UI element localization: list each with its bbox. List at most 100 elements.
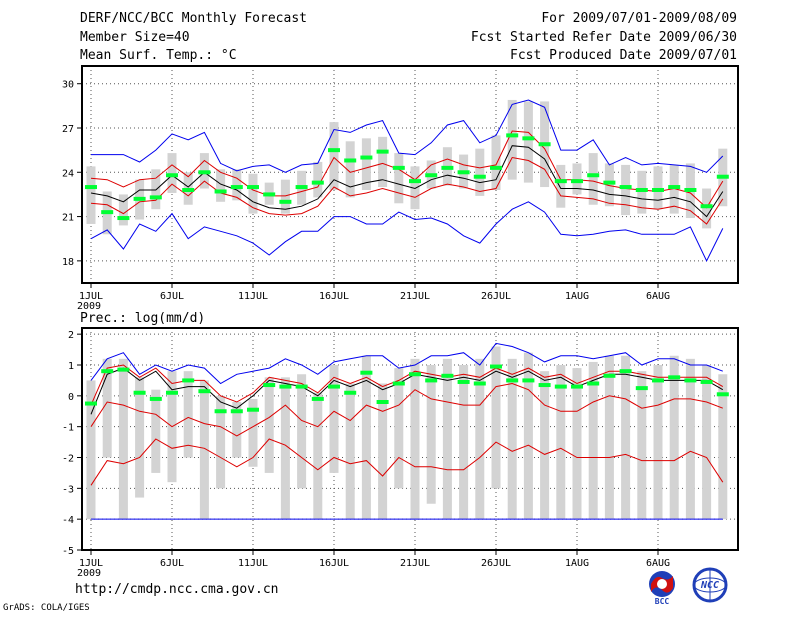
mean-marker (635, 386, 648, 391)
box-bar (588, 153, 598, 205)
box-bar (297, 374, 307, 489)
mean-marker (214, 409, 227, 414)
x-tick-label: 1AUG (565, 558, 589, 569)
mean-marker (360, 155, 373, 160)
forecast-start-date: Fcst Started Refer Date 2009/06/30 (470, 30, 737, 45)
x-tick-label: 16JUL (319, 558, 349, 569)
box-bar (248, 173, 258, 214)
mean-marker (376, 149, 389, 154)
box-bar (167, 153, 177, 193)
mean-marker (166, 390, 178, 395)
upper-quartile-line (90, 364, 724, 406)
mean-marker (247, 407, 259, 412)
y-tick-label: 1 (68, 361, 74, 372)
mean-marker (198, 170, 211, 175)
mean-marker (182, 378, 195, 383)
y-tick-label: 30 (62, 80, 74, 91)
mean-marker (425, 173, 438, 178)
box-bar (199, 380, 209, 520)
mean-marker (490, 165, 502, 170)
box-bar (345, 141, 355, 198)
x-tick-label: 11JUL (238, 291, 268, 302)
chart-title: DERF/NCC/BCC Monthly Forecast (80, 11, 307, 26)
box-bar (491, 346, 501, 489)
box-bar (588, 361, 598, 520)
box-bar (442, 358, 452, 520)
box-bar (183, 371, 193, 458)
mean-marker (603, 180, 616, 185)
mean-marker (101, 369, 114, 374)
box-bar (118, 358, 128, 520)
x-tick-sublabel: 2009 (77, 301, 101, 312)
mean-marker (279, 384, 292, 389)
mean-marker (441, 165, 454, 170)
x-tick-label: 11JUL (238, 558, 268, 569)
mean-marker (700, 204, 713, 209)
mean-marker (473, 381, 486, 386)
x-tick-label: 6JUL (160, 558, 184, 569)
mean-marker (311, 396, 324, 401)
mean-marker (198, 389, 211, 394)
box-bar (637, 371, 647, 520)
box-bar (604, 163, 614, 207)
mean-marker (457, 170, 470, 175)
mean-marker (263, 192, 276, 197)
box-bar (345, 383, 355, 520)
ncc-logo-text: NCC (700, 580, 719, 591)
box-bar (135, 377, 145, 498)
box-bar (280, 377, 290, 520)
box-bar (426, 365, 436, 504)
mean-marker (538, 142, 551, 147)
box-bar (572, 368, 582, 520)
box-bar (232, 402, 242, 458)
mean-marker (506, 133, 519, 138)
mean-marker (409, 179, 421, 184)
max-line (90, 342, 723, 385)
mean-marker (603, 373, 616, 378)
box-bar (313, 392, 323, 520)
x-tick-label: 6AUG (646, 291, 670, 302)
box-bar (410, 358, 420, 520)
x-tick-label: 21JUL (400, 558, 430, 569)
mean-marker (554, 384, 567, 389)
lower-quartile-line (90, 156, 724, 225)
mean-marker (587, 173, 600, 178)
x-tick-label: 26JUL (481, 558, 511, 569)
box-bar (361, 138, 371, 190)
y-tick-label: 2 (68, 330, 74, 341)
box-bar (621, 355, 631, 520)
box-bar (216, 169, 226, 202)
y-tick-label: 0 (68, 392, 74, 403)
box-bar (621, 164, 631, 216)
mean-marker (376, 400, 389, 404)
box-bar (523, 352, 533, 520)
box-bar (378, 383, 388, 520)
median-line (90, 367, 724, 415)
mean-marker (117, 216, 130, 221)
plot-frame (81, 327, 739, 551)
box-bar (653, 166, 663, 210)
box-bar (151, 169, 161, 210)
mean-marker (409, 372, 421, 377)
mean-marker (295, 185, 308, 190)
box-bar (118, 194, 128, 226)
box-bar (459, 365, 469, 520)
box-bar (702, 188, 712, 229)
member-size-label: Member Size=40 (80, 30, 190, 45)
mean-marker (716, 392, 729, 397)
upper-quartile-line (90, 130, 724, 209)
mean-marker (133, 390, 146, 395)
y-tick-label: -4 (62, 515, 74, 526)
mean-marker (263, 383, 276, 388)
mean-marker (344, 158, 357, 163)
mean-marker (230, 185, 243, 190)
mean-marker (716, 174, 729, 179)
y-tick-label: -3 (62, 484, 74, 495)
mean-marker (684, 378, 697, 383)
source-url[interactable]: http://cmdp.ncc.cma.gov.cn (75, 582, 279, 597)
mean-marker (457, 379, 470, 384)
min-line (90, 201, 724, 263)
box-bar (685, 358, 695, 520)
box-bar (151, 389, 161, 473)
